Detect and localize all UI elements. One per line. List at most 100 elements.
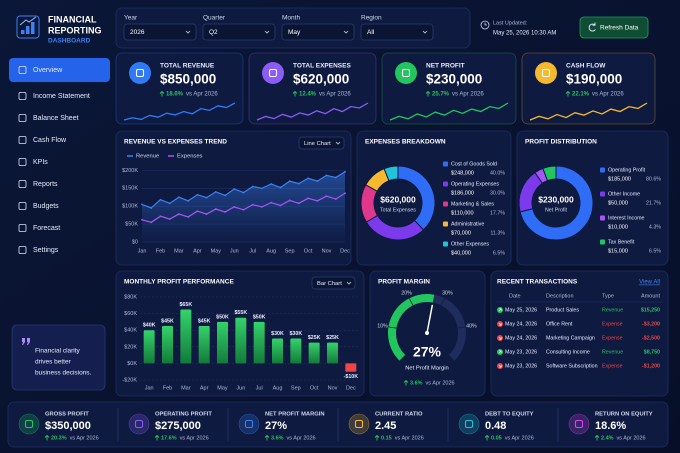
filter-select[interactable] [202,23,276,41]
series-point [150,221,153,224]
nav-item[interactable]: Settings [33,247,59,254]
kpi-value: 27% [265,420,287,432]
change-value: 3.6% [271,435,284,441]
change-compare: vs Apr 2026 [617,435,646,441]
nav-item[interactable]: Forecast [33,225,60,232]
series-point [187,216,190,218]
sparkline [389,102,509,121]
filter-select[interactable] [360,23,434,41]
kpi-value: $230,000 [426,72,482,87]
x-tick-label: Aug [266,248,276,254]
table-cell: Office Rent [546,321,573,327]
change-compare: vs Apr 2026 [287,435,316,441]
donut-slice [542,165,557,182]
table-cell: May 24, 2026 [505,321,537,327]
donut-center-label: Net Profit [545,207,568,213]
gauge-tick [457,326,466,329]
nav-item[interactable]: KPIs [33,159,48,166]
nav-icon [18,66,27,74]
chart-type-select[interactable] [298,136,345,150]
nav-item[interactable]: Overview [33,67,63,74]
legend-label: Interest Income [608,215,645,221]
bar-value-label: -$10K [344,374,359,380]
table-cell: Marketing Campaign [546,335,595,341]
change-compare: vs Apr 2026 [592,92,624,98]
table-cell: $15,250 [641,307,660,313]
up-arrow [425,90,431,97]
x-tick-label: Aug [273,385,283,391]
series-point [224,211,226,213]
series-point [233,206,236,208]
refresh-button[interactable] [579,16,649,39]
bar [162,326,173,364]
bar-value-label: $50K [253,314,266,320]
change-value: 2.4% [601,435,614,441]
chart-type-value[interactable]: Line Chart [304,141,331,147]
legend-value: $185,000 [608,176,631,182]
gauge-needle [426,304,433,334]
last-updated-label: Last Updated: [493,20,528,26]
series-point [214,208,217,210]
x-tick-label: Apr [200,385,209,391]
dropdown-caret [422,30,428,34]
dropdown-caret [264,30,270,34]
bar-value-label: $30K [271,331,284,337]
nav-item[interactable]: Budgets [33,203,59,210]
series-point [187,199,190,202]
filter-value[interactable]: 2026 [130,29,145,36]
nav-item[interactable]: Balance Sheet [33,115,79,122]
filter-select[interactable] [281,23,355,41]
filter-label: Year [124,15,138,22]
nav-icon [18,224,27,232]
bar [143,330,155,364]
bar [253,321,265,364]
series-point [224,194,226,197]
kpi-value: 18.6% [595,420,626,432]
kpi-title: NET PROFIT MARGIN [265,412,325,418]
kpi-icon [395,62,417,84]
series-point [279,186,282,189]
kpi-icon [262,62,284,84]
bar [235,317,247,364]
filter-value[interactable]: Q2 [209,29,218,36]
gauge-tick-label: 30% [442,290,453,296]
change-value: 0.15 [381,435,392,441]
chart-type-select[interactable] [311,276,356,290]
chart-title: PROFIT DISTRIBUTION [525,139,597,146]
logo-arrow [19,16,37,26]
view-all-link[interactable]: View All [639,280,660,286]
series-point [288,180,291,183]
legend-swatch [600,239,605,245]
kpi-icon-glyph [464,419,474,429]
filter-value[interactable]: May [288,29,301,36]
up-arrow [484,434,490,441]
donut-slice [383,165,399,182]
series-point [196,193,199,196]
bar [272,338,283,364]
legend-swatch [443,201,448,207]
bar [198,326,210,364]
filter-select[interactable] [123,23,197,41]
legend-label: Other Income [608,191,640,197]
dropdown-caret [335,141,341,145]
nav-item[interactable]: Cash Flow [33,137,67,144]
gauge-tick [440,298,446,306]
change-value: 18.6% [166,92,184,98]
filter-value[interactable]: All [367,29,375,36]
app-subtitle: DASHBOARD [48,38,91,45]
nav-item[interactable]: Income Statement [33,93,90,100]
table-cell: Revenue [602,307,623,313]
nav-icon [18,136,27,144]
logo-bar [31,22,35,34]
kpi-icon [458,413,480,435]
last-updated-value: May 25, 2026 10:30 AM [493,31,556,37]
series-point [270,183,273,185]
change-compare: vs Apr 2026 [426,380,455,386]
nav-item[interactable]: Reports [33,181,58,188]
series-point [344,192,346,195]
legend-label: Administrative [451,221,484,227]
bar-value-label: $40K [143,323,156,329]
chart-type-value[interactable]: Bar Chart [317,281,342,287]
y-tick-label: $80K [124,294,137,300]
refresh-button-label[interactable]: Refresh Data [600,25,639,32]
